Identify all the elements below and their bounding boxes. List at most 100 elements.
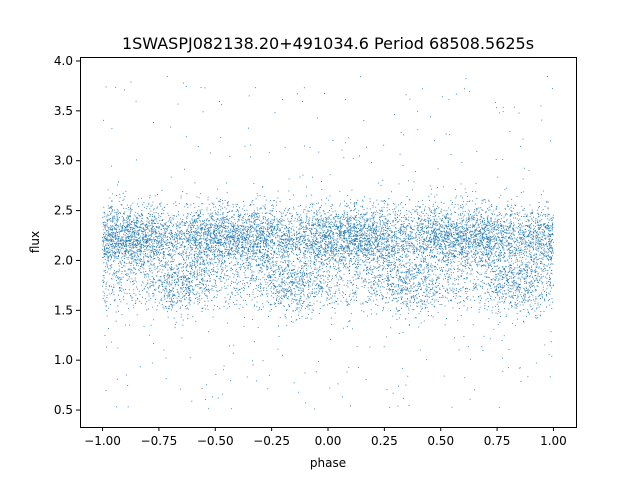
- data-point: [225, 248, 226, 250]
- data-point: [179, 222, 181, 224]
- data-point: [424, 295, 426, 297]
- data-point: [489, 218, 491, 220]
- data-point: [383, 258, 385, 260]
- data-point: [293, 245, 294, 247]
- data-point: [405, 241, 406, 243]
- data-point: [197, 235, 199, 236]
- data-point: [265, 281, 267, 283]
- data-point: [179, 227, 180, 229]
- data-point: [205, 238, 207, 240]
- data-point: [177, 296, 179, 297]
- data-point: [186, 241, 187, 243]
- data-point: [341, 216, 343, 218]
- data-point: [449, 246, 451, 248]
- data-point: [183, 246, 185, 248]
- data-point: [112, 249, 113, 251]
- data-point: [412, 238, 414, 240]
- data-point: [281, 290, 283, 292]
- data-point: [316, 272, 317, 274]
- data-point: [280, 267, 282, 269]
- data-point: [208, 288, 209, 290]
- data-point: [411, 273, 413, 275]
- data-point: [207, 248, 209, 250]
- data-point: [310, 272, 312, 274]
- data-point: [402, 233, 403, 235]
- data-point: [510, 226, 512, 228]
- data-point: [402, 289, 404, 291]
- data-point: [516, 239, 518, 241]
- data-point: [422, 226, 423, 228]
- data-point: [532, 285, 533, 287]
- data-point: [498, 268, 500, 270]
- data-point: [519, 224, 520, 226]
- data-point: [544, 231, 545, 233]
- data-point: [109, 244, 111, 246]
- data-point: [201, 241, 203, 242]
- data-point: [203, 284, 204, 286]
- data-point: [489, 259, 490, 261]
- data-point: [156, 250, 158, 252]
- data-point: [156, 226, 157, 228]
- data-point: [243, 299, 244, 301]
- data-point: [201, 245, 203, 246]
- data-point: [538, 242, 540, 244]
- data-point: [406, 306, 408, 308]
- data-point: [380, 265, 382, 267]
- data-point: [349, 280, 351, 282]
- data-point: [483, 217, 484, 219]
- data-point: [149, 216, 151, 217]
- data-point: [288, 304, 290, 305]
- data-point: [552, 224, 554, 225]
- data-point: [506, 245, 508, 247]
- data-point: [411, 227, 412, 229]
- data-point: [545, 251, 547, 253]
- data-point: [171, 236, 172, 237]
- data-point: [191, 212, 193, 214]
- data-point: [494, 285, 496, 287]
- data-point: [224, 248, 226, 250]
- data-point: [480, 231, 482, 232]
- data-point: [467, 232, 468, 233]
- data-point: [256, 243, 258, 245]
- data-point: [429, 254, 430, 256]
- data-point: [209, 250, 211, 252]
- data-point: [330, 224, 332, 225]
- data-point: [525, 228, 527, 230]
- data-point: [279, 222, 281, 224]
- data-point: [327, 293, 329, 295]
- data-point: [131, 221, 133, 222]
- data-point: [305, 222, 306, 223]
- data-point: [398, 264, 400, 266]
- data-point: [102, 240, 103, 242]
- data-point: [229, 249, 231, 251]
- data-point: [448, 275, 450, 277]
- data-point: [103, 256, 105, 258]
- data-point: [347, 195, 349, 196]
- data-point: [527, 220, 529, 222]
- data-point: [392, 237, 393, 239]
- data-point: [252, 235, 254, 237]
- data-point: [200, 262, 201, 264]
- data-point: [458, 243, 460, 245]
- data-point: [327, 229, 329, 231]
- data-point: [121, 246, 123, 248]
- data-point: [456, 223, 457, 225]
- data-point: [438, 232, 440, 234]
- data-point: [400, 226, 402, 228]
- data-point: [389, 288, 391, 290]
- data-point: [198, 217, 200, 219]
- data-point: [532, 308, 534, 310]
- data-point: [255, 212, 257, 214]
- data-point: [124, 245, 125, 247]
- data-point: [523, 288, 525, 289]
- data-point: [252, 278, 254, 280]
- data-point: [383, 238, 385, 240]
- data-point: [468, 252, 470, 254]
- data-point: [206, 241, 207, 243]
- data-point: [316, 291, 317, 293]
- data-point: [282, 234, 284, 236]
- data-point: [435, 292, 437, 294]
- data-point: [238, 230, 240, 232]
- data-point: [178, 232, 180, 234]
- data-point: [318, 235, 319, 236]
